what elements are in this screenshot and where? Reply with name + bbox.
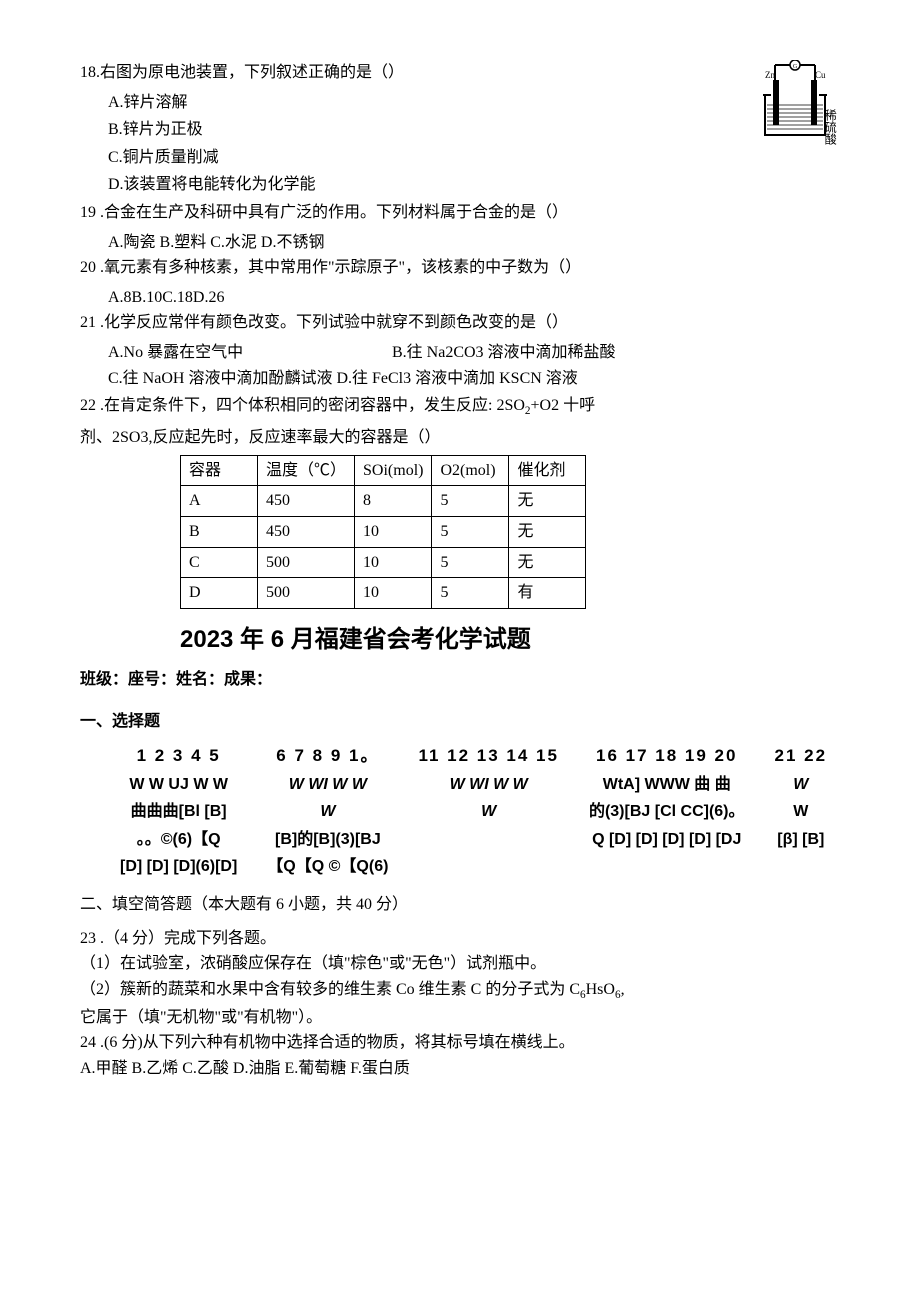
q18-d: D.该装置将电能转化为化学能 [108, 172, 840, 198]
q23-p2b: HsO [586, 981, 615, 998]
svg-text:G: G [793, 64, 798, 70]
answer-grid: 1 2 3 4 5 W W UJ W W 曲曲曲[Bl [B] 。。©(6)【Q… [120, 742, 840, 880]
q22-line2: 剂、2SO3,反应起先时，反应速率最大的容器是（） [80, 425, 840, 451]
table-row: B 450 10 5 无 [181, 517, 586, 548]
ans-row: W [775, 772, 828, 798]
ans-nums: 21 22 [775, 742, 828, 769]
q18-c: C.铜片质量削减 [108, 145, 840, 171]
ans-row: W [267, 799, 388, 825]
q21-cd: C.往 NaOH 溶液中滴加酚麟试液 D.往 FeCl3 溶液中滴加 KSCN … [108, 366, 840, 392]
table-row: A 450 8 5 无 [181, 486, 586, 517]
table-header-row: 容器 温度（℃） SOi(mol) O2(mol) 催化剂 [181, 455, 586, 486]
cell: 无 [509, 486, 586, 517]
reaction-table: 容器 温度（℃） SOi(mol) O2(mol) 催化剂 A 450 8 5 … [180, 455, 586, 609]
table-row: C 500 10 5 无 [181, 547, 586, 578]
q23-p2: （2）簇新的蔬菜和水果中含有较多的维生素 Co 维生素 C 的分子式为 C6Hs… [80, 977, 840, 1005]
ans-nums: 1 2 3 4 5 [120, 742, 237, 769]
q20-stem: 20 .氧元素有多种核素，其中常用作"示踪原子"，该核素的中子数为（） [80, 255, 840, 281]
cell: 10 [355, 578, 432, 609]
th-temp: 温度（℃） [258, 455, 355, 486]
q23-p2a: （2）簇新的蔬菜和水果中含有较多的维生素 Co 维生素 C 的分子式为 C [80, 981, 580, 998]
q23-stem: 23 .（4 分）完成下列各题。 [80, 926, 840, 952]
q18-options: A.锌片溶解 B.锌片为正极 C.铜片质量削减 D.该装置将电能转化为化学能 [80, 90, 840, 198]
ans-nums: 16 17 18 19 20 [589, 742, 745, 769]
cell: C [181, 547, 258, 578]
q23-p3: 它属于（填"无机物"或"有机物"）。 [80, 1005, 840, 1031]
cell: 5 [432, 486, 509, 517]
cell: 有 [509, 578, 586, 609]
cell: 5 [432, 517, 509, 548]
cell: 500 [258, 547, 355, 578]
q22-suf: +O2 十呼 [531, 397, 596, 414]
cell: D [181, 578, 258, 609]
q23-p1: （1）在试验室，浓硝酸应保存在（填"棕色"或"无色"）试剂瓶中。 [80, 951, 840, 977]
ans-row: W [418, 799, 559, 825]
cell: 450 [258, 517, 355, 548]
th-vessel: 容器 [181, 455, 258, 486]
ans-row: [D] [D] [D](6)[D] [120, 854, 237, 880]
q21-b: B.往 Na2CO3 溶液中滴加稀盐酸 [392, 344, 616, 361]
ans-nums: 11 12 13 14 15 [418, 742, 559, 769]
acid-label: 稀硫酸 [820, 109, 839, 145]
ans-row: W W UJ W W [120, 772, 237, 798]
q18-a: A.锌片溶解 [108, 90, 840, 116]
zn-label: Zn [765, 70, 775, 80]
answer-col: 6 7 8 9 1。 W WI W W W [B]的[B](3)[BJ 【Q【Q… [267, 742, 388, 880]
ans-row: Q [D] [D] [D] [D] [DJ [589, 827, 745, 853]
q21-a: A.No 暴露在空气中 [108, 340, 388, 366]
cell: 500 [258, 578, 355, 609]
q21-options: A.No 暴露在空气中 B.往 Na2CO3 溶液中滴加稀盐酸 C.往 NaOH… [80, 340, 840, 391]
th-o2: O2(mol) [432, 455, 509, 486]
q24-opts: A.甲醛 B.乙烯 C.乙酸 D.油脂 E.葡萄糖 F.蛋白质 [80, 1056, 840, 1082]
cell: 无 [509, 517, 586, 548]
answer-col: 21 22 W W [β] [B] [775, 742, 828, 880]
ans-row: W [775, 799, 828, 825]
ans-nums: 6 7 8 9 1。 [267, 742, 388, 769]
cell: A [181, 486, 258, 517]
cell: 无 [509, 547, 586, 578]
cell: 5 [432, 547, 509, 578]
q22-stem: 22 .在肯定条件下，四个体积相同的密闭容器中，发生反应: 2SO2+O2 十呼 [80, 393, 840, 421]
page-title: 2023 年 6 月福建省会考化学试题 [180, 621, 840, 659]
q24-stem: 24 .(6 分)从下列六种有机物中选择合适的物质，将其标号填在横线上。 [80, 1030, 840, 1056]
th-so2: SOi(mol) [355, 455, 432, 486]
q18-b: B.锌片为正极 [108, 117, 840, 143]
th-cat: 催化剂 [509, 455, 586, 486]
ans-row: WtA] WWW 曲 曲 [589, 772, 745, 798]
q20-opts: A.8B.10C.18D.26 [80, 285, 840, 311]
answer-col: 11 12 13 14 15 W WI W W W [418, 742, 559, 880]
class-info: 班级：座号：姓名：成果： [80, 667, 840, 693]
q19-stem: 19 .合金在生产及科研中具有广泛的作用。下列材料属于合金的是（） [80, 200, 840, 226]
section2-header: 二、填空简答题（本大题有 6 小题，共 40 分） [80, 892, 840, 918]
ans-row: 的(3)[BJ [Cl CC](6)。 [589, 799, 745, 825]
q18-stem: 18.右图为原电池装置，下列叙述正确的是（） [80, 60, 840, 86]
ans-row: 曲曲曲[Bl [B] [120, 799, 237, 825]
battery-diagram: G Zn Cu 稀硫酸 [750, 60, 840, 195]
ans-row: 【Q【Q ©【Q(6) [267, 854, 388, 880]
ans-row: 。。©(6)【Q [120, 827, 237, 853]
answer-col: 16 17 18 19 20 WtA] WWW 曲 曲 的(3)[BJ [Cl … [589, 742, 745, 880]
cell: 8 [355, 486, 432, 517]
cell: 10 [355, 517, 432, 548]
q21-stem: 21 .化学反应常伴有颜色改变。下列试验中就穿不到颜色改变的是（） [80, 310, 840, 336]
ans-row: W WI W W [418, 772, 559, 798]
ans-row: W WI W W [267, 772, 388, 798]
q23-p2c: , [621, 981, 625, 998]
section1-header: 一、选择题 [80, 709, 840, 735]
answer-col: 1 2 3 4 5 W W UJ W W 曲曲曲[Bl [B] 。。©(6)【Q… [120, 742, 237, 880]
cell: 10 [355, 547, 432, 578]
cell: 450 [258, 486, 355, 517]
cell: 5 [432, 578, 509, 609]
q22-pre: 22 .在肯定条件下，四个体积相同的密闭容器中，发生反应: 2SO [80, 397, 525, 414]
cu-label: Cu [815, 70, 826, 80]
q19-opts: A.陶瓷 B.塑料 C.水泥 D.不锈钢 [80, 230, 840, 256]
cell: B [181, 517, 258, 548]
ans-row: [B]的[B](3)[BJ [267, 827, 388, 853]
table-row: D 500 10 5 有 [181, 578, 586, 609]
ans-row: [β] [B] [775, 827, 828, 853]
